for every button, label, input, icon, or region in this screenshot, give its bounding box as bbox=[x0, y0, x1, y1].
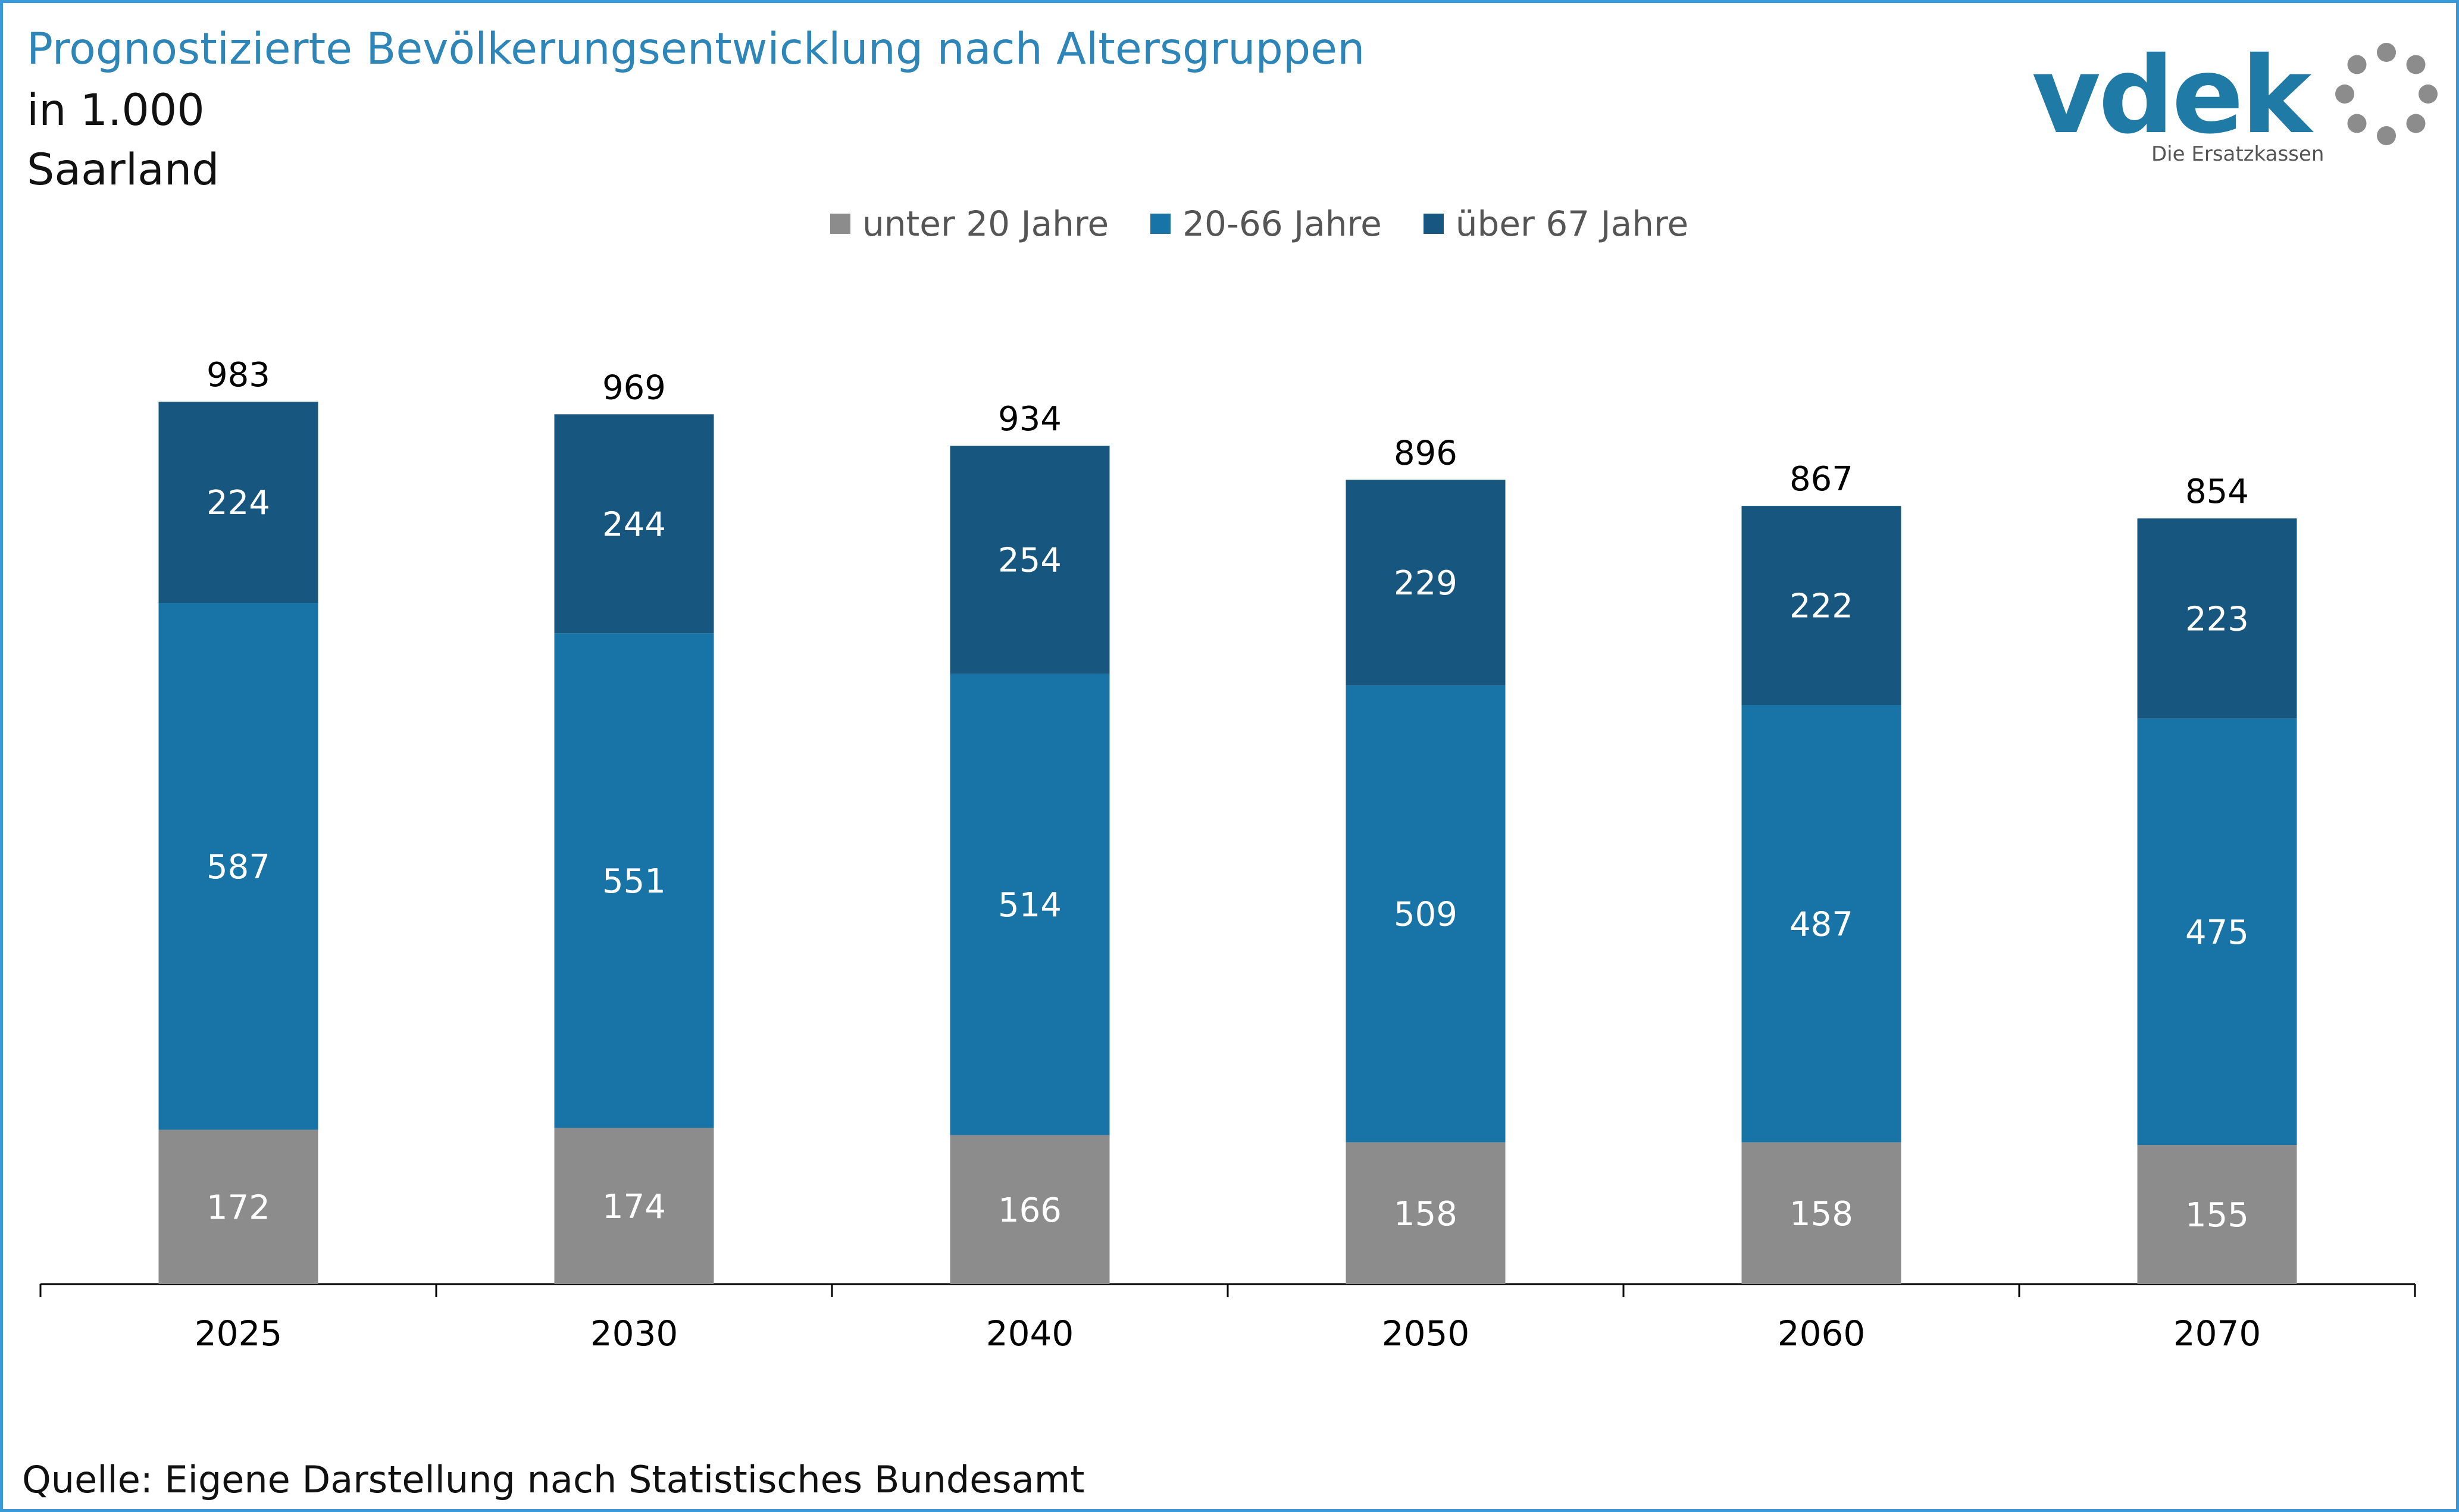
total-label-2030: 969 bbox=[602, 368, 666, 407]
bar-segment-20-66-2040 bbox=[950, 674, 1110, 1135]
bar-segment-20-66-2050 bbox=[1346, 685, 1506, 1142]
legend-swatch-over-67 bbox=[1423, 214, 1444, 234]
legend-swatch-under-20 bbox=[830, 214, 850, 234]
bar-segment-over-67-2050 bbox=[1346, 480, 1506, 685]
data-label-over-67-2060: 222 bbox=[1789, 587, 1853, 626]
total-label-2040: 934 bbox=[998, 400, 1062, 439]
bar-segment-20-66-2025 bbox=[158, 603, 318, 1130]
data-label-20-66-2070: 475 bbox=[2185, 913, 2249, 952]
x-tick-label-2025: 2025 bbox=[195, 1313, 283, 1354]
data-label-over-67-2025: 224 bbox=[207, 484, 270, 522]
bar-segment-under-20-2030 bbox=[554, 1128, 714, 1284]
chart-legend: unter 20 Jahre 20-66 Jahre über 67 Jahre bbox=[830, 200, 1730, 248]
legend-swatch-20-66 bbox=[1150, 214, 1171, 234]
x-tick-label-2050: 2050 bbox=[1382, 1313, 1470, 1354]
total-label-2025: 983 bbox=[207, 356, 270, 395]
legend-item-over-67: über 67 Jahre bbox=[1423, 204, 1689, 244]
vdek-logo-ring-icon bbox=[2335, 43, 2438, 145]
bar-segment-20-66-2070 bbox=[2137, 718, 2297, 1145]
x-tick-label-2030: 2030 bbox=[590, 1313, 678, 1354]
bar-segment-over-67-2070 bbox=[2137, 518, 2297, 719]
total-label-2070: 854 bbox=[2185, 472, 2249, 511]
total-label-2050: 896 bbox=[1394, 434, 1457, 472]
vdek-logo: vdek Die Ersatzkassen bbox=[2032, 34, 2438, 166]
bar-segment-over-67-2060 bbox=[1741, 506, 1901, 706]
data-label-over-67-2030: 244 bbox=[602, 505, 666, 544]
bar-segment-under-20-2040 bbox=[950, 1135, 1110, 1284]
data-label-under-20-2050: 158 bbox=[1394, 1195, 1457, 1234]
data-label-under-20-2070: 155 bbox=[2185, 1196, 2249, 1235]
legend-label-20-66: 20-66 Jahre bbox=[1182, 204, 1382, 244]
vdek-logo-wordmark: vdek bbox=[2032, 34, 2314, 157]
bar-segment-over-67-2025 bbox=[158, 402, 318, 603]
legend-label-over-67: über 67 Jahre bbox=[1455, 204, 1689, 244]
bar-segment-under-20-2060 bbox=[1741, 1142, 1901, 1284]
data-label-over-67-2070: 223 bbox=[2185, 600, 2249, 638]
data-label-20-66-2060: 487 bbox=[1789, 905, 1853, 944]
x-tick-label-2060: 2060 bbox=[1778, 1313, 1866, 1354]
bar-segment-under-20-2050 bbox=[1346, 1142, 1506, 1284]
bar-segment-under-20-2025 bbox=[158, 1129, 318, 1284]
data-label-under-20-2040: 166 bbox=[998, 1191, 1062, 1230]
chart-title: Prognostizierte Bevölkerungsentwicklung … bbox=[27, 24, 1365, 74]
data-label-20-66-2030: 551 bbox=[602, 862, 666, 901]
x-tick-label-2040: 2040 bbox=[986, 1313, 1074, 1354]
data-label-under-20-2025: 172 bbox=[207, 1188, 270, 1227]
legend-item-under-20: unter 20 Jahre bbox=[830, 204, 1109, 244]
bar-segment-under-20-2070 bbox=[2137, 1145, 2297, 1284]
chart-unit-subtitle: in 1.000 bbox=[27, 85, 205, 136]
bar-segment-20-66-2060 bbox=[1741, 705, 1901, 1142]
total-label-2060: 867 bbox=[1789, 460, 1853, 499]
data-label-20-66-2025: 587 bbox=[207, 848, 270, 887]
data-label-over-67-2050: 229 bbox=[1394, 564, 1457, 603]
data-label-under-20-2030: 174 bbox=[602, 1188, 666, 1226]
bar-segment-over-67-2040 bbox=[950, 446, 1110, 674]
source-note: Quelle: Eigene Darstellung nach Statisti… bbox=[22, 1458, 1085, 1501]
x-tick-label-2070: 2070 bbox=[2173, 1313, 2261, 1354]
bar-segment-over-67-2030 bbox=[554, 414, 714, 634]
legend-label-under-20: unter 20 Jahre bbox=[862, 204, 1109, 244]
legend-item-20-66: 20-66 Jahre bbox=[1150, 204, 1382, 244]
bar-segment-20-66-2030 bbox=[554, 633, 714, 1128]
data-label-under-20-2060: 158 bbox=[1789, 1195, 1853, 1234]
vdek-logo-tagline: Die Ersatzkassen bbox=[2151, 142, 2324, 166]
data-label-20-66-2040: 514 bbox=[998, 886, 1062, 925]
data-label-over-67-2040: 254 bbox=[998, 541, 1062, 580]
chart-region-subtitle: Saarland bbox=[27, 145, 220, 195]
data-label-20-66-2050: 509 bbox=[1394, 896, 1457, 934]
